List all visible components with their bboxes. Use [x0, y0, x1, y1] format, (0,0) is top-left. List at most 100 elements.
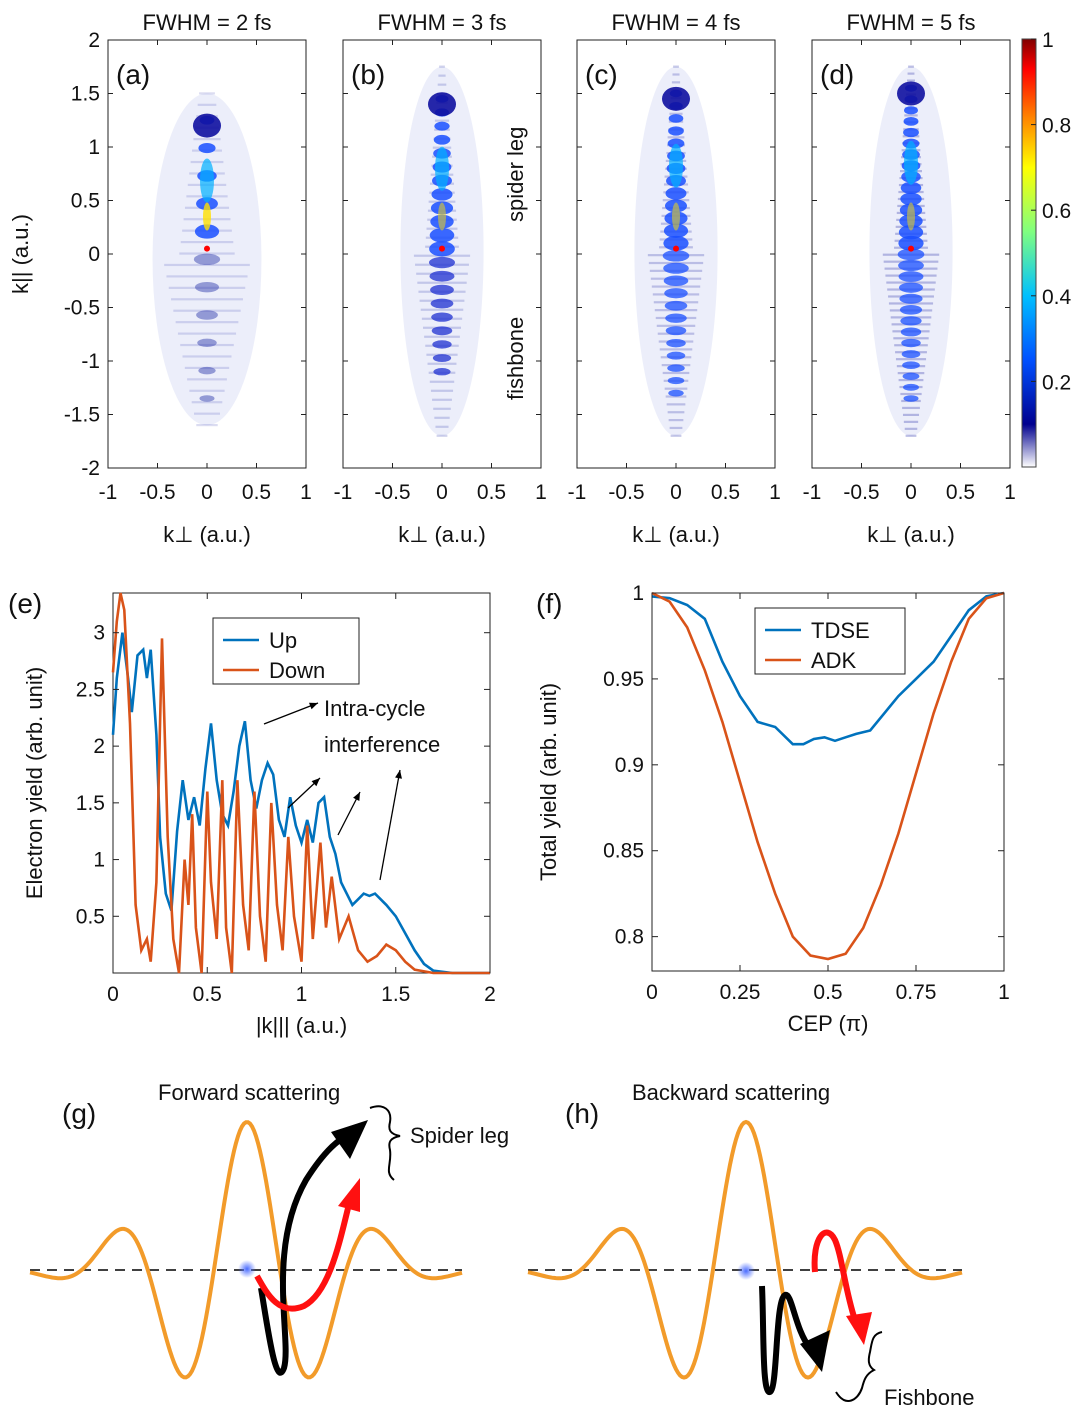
- fringe: [433, 407, 451, 410]
- bright-core: [669, 143, 683, 188]
- y-tick-label: 0: [88, 243, 100, 266]
- column-blob: [667, 138, 685, 149]
- column-blob: [430, 298, 454, 309]
- hot-core: [672, 202, 680, 231]
- column-blob: [902, 372, 920, 380]
- fringe: [430, 389, 454, 392]
- column-blob: [199, 395, 215, 402]
- x-tick-label: 0: [107, 983, 119, 1006]
- bright-core: [200, 158, 214, 203]
- electron-yield-chart: 0 0.5 1 1.5 2 0.5 1 1.5 2 2.5 3 |k||| (a.u.) Electro…: [8, 588, 496, 1038]
- column-blob: [904, 106, 918, 115]
- y-tick-label: 0.95: [603, 668, 644, 691]
- x-tick-label: 1: [535, 481, 547, 504]
- colorbar-tick-label: 0.2: [1042, 371, 1071, 394]
- y-tick-label: 1.5: [71, 83, 100, 106]
- legend: TDSE ADK: [754, 607, 906, 675]
- x-axis-label: k⊥ (a.u.): [398, 522, 486, 547]
- fringe: [429, 380, 455, 383]
- x-axis-label: k⊥ (a.u.): [632, 522, 720, 547]
- black-trajectory-arrow: [759, 1285, 813, 1396]
- heatmap-image: [152, 92, 262, 427]
- x-tick-label: -0.5: [374, 481, 410, 504]
- y-tick-label: 0.9: [615, 754, 644, 777]
- top-blob: [428, 92, 456, 117]
- column-blob: [663, 275, 689, 287]
- y-tick-label: 0.5: [71, 190, 100, 213]
- fringe: [662, 371, 690, 375]
- fringe: [651, 285, 701, 288]
- fringe: [171, 298, 243, 301]
- y-tick-label: 1: [632, 582, 644, 605]
- annotation-arrow: [263, 702, 319, 725]
- x-tick-label: 1: [769, 481, 781, 504]
- x-tick-label: 1: [998, 981, 1010, 1004]
- column-blob: [897, 248, 925, 261]
- peak-dot: [439, 245, 445, 252]
- column-blob: [900, 181, 922, 194]
- column-blob: [194, 281, 220, 293]
- x-tick-label: -1: [803, 481, 822, 504]
- panel-title: FWHM = 2 fs: [143, 10, 272, 35]
- column-blob: [197, 338, 217, 348]
- fringe: [187, 378, 227, 381]
- column-blob: [193, 253, 221, 266]
- red-trajectory-arrow: [254, 1199, 353, 1312]
- panel-label: (e): [8, 588, 42, 619]
- heatmap-panel: FWHM = 4 fs (c) -1 -0.5 0 0.5 1 k⊥ (a.u.): [568, 10, 781, 547]
- legend: Up Down: [212, 617, 360, 685]
- interference-annotation: Intra-cycle: [324, 696, 425, 721]
- fringe: [667, 136, 685, 139]
- panel-title: FWHM = 5 fs: [847, 10, 976, 35]
- top-blob: [662, 86, 690, 111]
- fringe: [434, 416, 450, 419]
- fringe: [905, 434, 917, 437]
- legend-label: ADK: [811, 648, 857, 673]
- backward-scattering-diagram: (h) Backward scattering Fishbone: [527, 1080, 975, 1410]
- fringe: [417, 281, 467, 284]
- fringe: [439, 65, 445, 68]
- column-blob: [665, 187, 687, 200]
- panel-label: (f): [536, 588, 562, 619]
- column-blob: [903, 117, 919, 126]
- column-blob: [903, 395, 919, 402]
- column-blob: [900, 192, 922, 206]
- black-arrowhead: [331, 1120, 368, 1159]
- y-axis-label: Total yield (arb. unit): [536, 683, 561, 881]
- series-line-tdse: [651, 591, 1005, 746]
- fringe: [437, 83, 447, 86]
- y-tick-label: -1: [81, 350, 100, 373]
- hot-core: [438, 202, 446, 231]
- fishbone-label: Fishbone: [884, 1385, 975, 1410]
- fringe: [670, 434, 682, 437]
- column-blob: [198, 366, 216, 375]
- fringe: [177, 332, 237, 335]
- fringe: [902, 413, 920, 417]
- legend-label: Up: [269, 628, 297, 653]
- fringe: [659, 348, 693, 351]
- x-axis-label: |k||| (a.u.): [256, 1013, 347, 1038]
- heatmap-panels: FWHM = 2 fs (a) -1 -0.5 0 0.5 1 k⊥ (a.u.) -2 -1.5…: [8, 10, 1016, 547]
- fringe: [665, 395, 687, 398]
- fringe: [904, 114, 918, 117]
- column-blob: [666, 338, 686, 348]
- y-tick-label: 2: [88, 29, 100, 52]
- column-blob: [428, 256, 456, 269]
- column-blob: [899, 293, 923, 304]
- y-tick-label: 0.5: [76, 905, 105, 928]
- peak-dot: [204, 245, 210, 252]
- panel-title: FWHM = 3 fs: [378, 10, 507, 35]
- heatmap-panel: FWHM = 2 fs (a) -1 -0.5 0 0.5 1 k⊥ (a.u.) -2 -1.5…: [8, 10, 312, 547]
- colorbar: 0.2 0.4 0.6 0.8 1: [1021, 29, 1072, 468]
- fringe: [434, 119, 450, 122]
- fringe: [656, 324, 696, 327]
- column-blob: [663, 223, 689, 238]
- fringe: [184, 366, 230, 370]
- fringe: [166, 275, 248, 278]
- column-blob: [433, 367, 451, 376]
- interference-annotation: interference: [324, 732, 440, 757]
- column-blob: [898, 235, 924, 251]
- fringe: [669, 112, 683, 115]
- fringe: [436, 434, 448, 437]
